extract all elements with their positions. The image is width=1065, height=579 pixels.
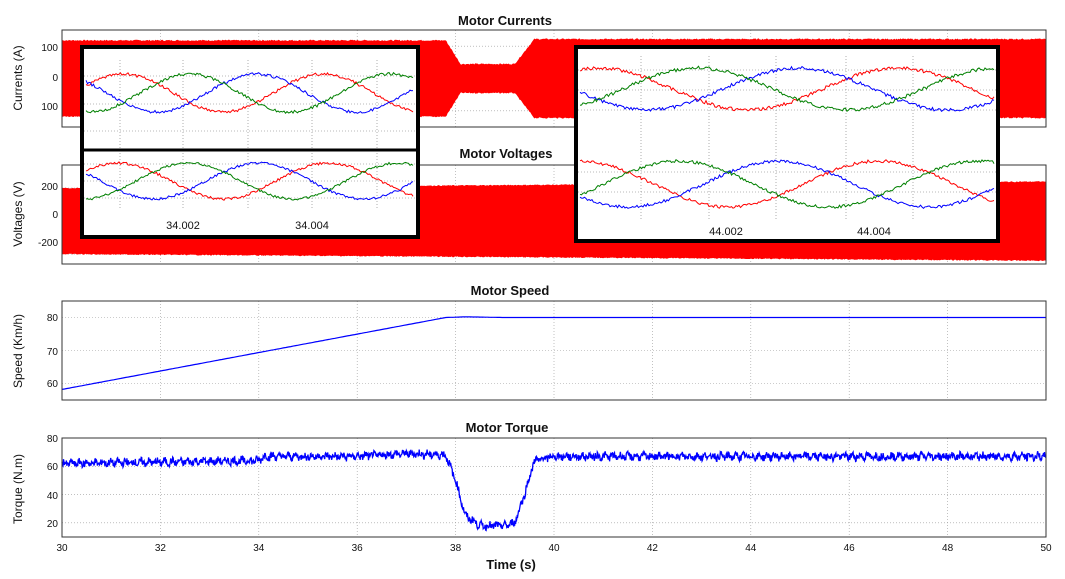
inset-right-current-phase-2 (579, 65, 995, 112)
torque-line (61, 448, 1047, 532)
speed-title: Motor Speed (471, 283, 550, 298)
time-axis-tick-label: 46 (844, 543, 856, 554)
time-axis-tick-label: 36 (352, 543, 364, 554)
currents-axes-frame (61, 29, 1047, 128)
speed-line (61, 316, 1046, 390)
speed-ytick-1: 70 (47, 347, 59, 358)
inset-left-tick-0: 34.002 (166, 220, 200, 232)
voltages-axes-frame (61, 164, 1047, 265)
inset-right-tick-0: 44.002 (709, 226, 743, 238)
time-axis-tick-label: 38 (450, 543, 462, 554)
inset-right-frame (574, 45, 1000, 243)
torque-ytick-2: 60 (47, 462, 59, 473)
time-axis-tick-label: 34 (253, 543, 265, 554)
inset-right-voltage-phase-1 (579, 159, 995, 209)
time-axis-tick-label: 30 (56, 543, 68, 554)
voltages-title: Motor Voltages (460, 146, 553, 161)
speed-ylabel: Speed (Km/h) (11, 314, 25, 388)
time-axis-tick-label: 48 (942, 543, 954, 554)
inset-left-current-waves (85, 71, 414, 115)
torque-panel: Motor Torque Torque (N.m) 20 40 60 80 30… (11, 420, 1052, 572)
speed-ytick-2: 80 (47, 313, 59, 324)
inset-right-current-waves (579, 65, 995, 112)
time-axis-tick-label: 32 (155, 543, 167, 554)
inset-right-voltage-phase-3 (579, 158, 995, 209)
voltages-ylabel: Voltages (V) (11, 181, 25, 246)
inset-left-current-phase-3 (85, 71, 414, 115)
currents-ytick-0: 100 (41, 43, 58, 54)
torque-title: Motor Torque (466, 420, 549, 435)
currents-ylabel: Currents (A) (11, 45, 25, 110)
inset-right-tick-1: 44.004 (857, 226, 891, 238)
inset-right-current-phase-3 (579, 65, 995, 112)
currents-ytick-2: 100 (41, 102, 58, 113)
inset-left-voltage-phase-1 (85, 161, 414, 201)
time-axis-tick-label: 44 (745, 543, 757, 554)
torque-ytick-0: 20 (47, 519, 59, 530)
torque-ylabel: Torque (N.m) (11, 454, 25, 524)
inset-left-voltage-waves (85, 161, 414, 201)
currents-title: Motor Currents (458, 13, 552, 28)
time-axis-tick-label: 40 (548, 543, 560, 554)
inset-left-tick-1: 34.004 (295, 220, 329, 232)
inset-left: 34.002 34.004 (80, 45, 420, 239)
inset-left-grid (84, 60, 416, 210)
time-axis-tick-label: 50 (1040, 543, 1052, 554)
inset-left-current-phase-2 (85, 72, 414, 114)
speed-axes-frame (61, 300, 1047, 401)
time-axis-tick-label: 42 (647, 543, 659, 554)
voltages-ytick-1: 0 (52, 210, 58, 221)
time-axis-label: Time (s) (486, 557, 536, 572)
inset-right-current-phase-1 (579, 66, 995, 112)
voltages-ytick-0: 200 (41, 182, 58, 193)
voltages-ytick-2: -200 (38, 238, 58, 249)
speed-ytick-0: 60 (47, 379, 59, 390)
torque-ytick-1: 40 (47, 491, 59, 502)
inset-right-voltage-phase-2 (579, 159, 995, 209)
time-axis-ticks: 30 32 34 36 38 40 42 44 46 48 50 (56, 543, 1052, 554)
inset-right: 44.002 44.004 (574, 45, 1000, 243)
inset-left-frame (80, 45, 420, 239)
speed-grid (62, 301, 1046, 400)
speed-panel: Motor Speed Speed (Km/h) 60 70 80 (11, 283, 1047, 401)
currents-ytick-1: 0 (52, 73, 58, 84)
inset-left-current-phase-1 (85, 72, 414, 114)
inset-right-voltage-waves (579, 158, 995, 209)
inset-left-voltage-phase-3 (85, 161, 414, 201)
inset-left-voltage-phase-2 (85, 161, 414, 201)
torque-grid (62, 438, 1046, 537)
torque-axes-frame (61, 437, 1047, 538)
torque-ytick-3: 80 (47, 434, 59, 445)
